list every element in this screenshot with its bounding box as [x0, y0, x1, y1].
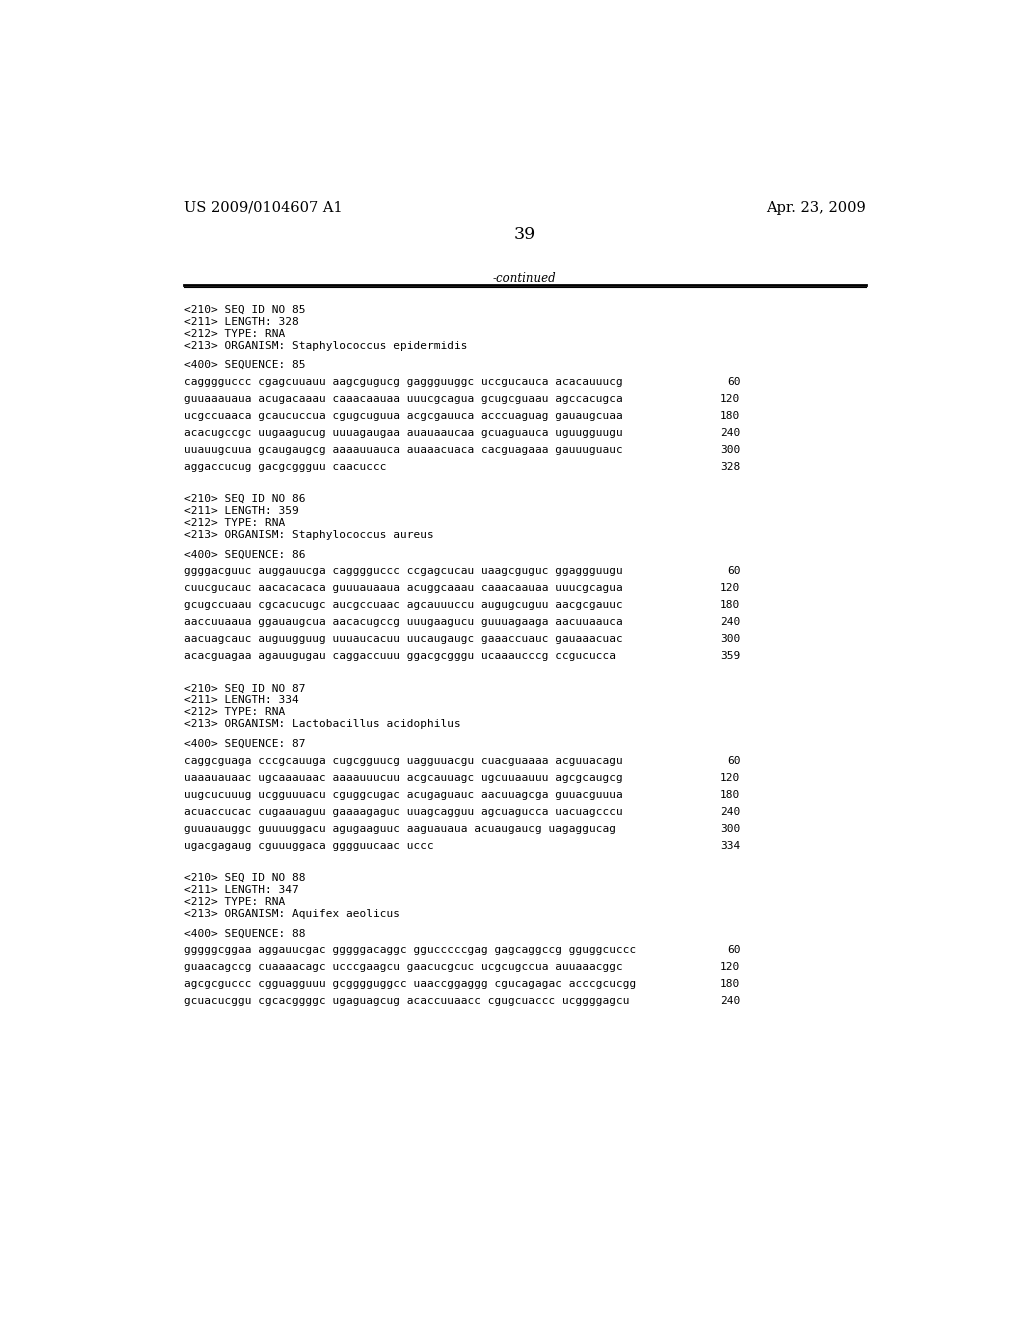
Text: <211> LENGTH: 334: <211> LENGTH: 334 [183, 696, 299, 705]
Text: US 2009/0104607 A1: US 2009/0104607 A1 [183, 201, 342, 215]
Text: <213> ORGANISM: Staphylococcus aureus: <213> ORGANISM: Staphylococcus aureus [183, 529, 433, 540]
Text: 180: 180 [720, 411, 740, 421]
Text: <212> TYPE: RNA: <212> TYPE: RNA [183, 708, 285, 717]
Text: gcugccuaau cgcacucugc aucgccuaac agcauuuccu augugcuguu aacgcgauuc: gcugccuaau cgcacucugc aucgccuaac agcauuu… [183, 601, 623, 610]
Text: 60: 60 [727, 756, 740, 766]
Text: ugacgagaug cguuuggaca gggguucaac uccc: ugacgagaug cguuuggaca gggguucaac uccc [183, 841, 433, 850]
Text: 240: 240 [720, 807, 740, 817]
Text: <211> LENGTH: 359: <211> LENGTH: 359 [183, 506, 299, 516]
Text: 60: 60 [727, 566, 740, 577]
Text: <210> SEQ ID NO 86: <210> SEQ ID NO 86 [183, 494, 305, 504]
Text: aacuagcauc auguugguug uuuaucacuu uucaugaugc gaaaccuauc gauaaacuac: aacuagcauc auguugguug uuuaucacuu uucauga… [183, 635, 623, 644]
Text: ggggacguuc auggauucga cagggguccc ccgagcucau uaagcguguc ggaggguugu: ggggacguuc auggauucga cagggguccc ccgagcu… [183, 566, 623, 577]
Text: <400> SEQUENCE: 85: <400> SEQUENCE: 85 [183, 360, 305, 370]
Text: 300: 300 [720, 635, 740, 644]
Text: agcgcguccc cgguagguuu gcgggguggcc uaaccggaggg cgucagagac acccgcucgg: agcgcguccc cgguagguuu gcgggguggcc uaaccg… [183, 979, 636, 989]
Text: 120: 120 [720, 774, 740, 783]
Text: <211> LENGTH: 347: <211> LENGTH: 347 [183, 884, 299, 895]
Text: <213> ORGANISM: Aquifex aeolicus: <213> ORGANISM: Aquifex aeolicus [183, 908, 399, 919]
Text: <400> SEQUENCE: 86: <400> SEQUENCE: 86 [183, 549, 305, 560]
Text: <212> TYPE: RNA: <212> TYPE: RNA [183, 329, 285, 338]
Text: acuaccucac cugaauaguu gaaaagaguc uuagcagguu agcuagucca uacuagcccu: acuaccucac cugaauaguu gaaaagaguc uuagcag… [183, 807, 623, 817]
Text: guaacagccg cuaaaacagc ucccgaagcu gaacucgcuc ucgcugccua auuaaacggc: guaacagccg cuaaaacagc ucccgaagcu gaacucg… [183, 962, 623, 973]
Text: 334: 334 [720, 841, 740, 850]
Text: <210> SEQ ID NO 85: <210> SEQ ID NO 85 [183, 305, 305, 314]
Text: <210> SEQ ID NO 88: <210> SEQ ID NO 88 [183, 873, 305, 883]
Text: cuucgucauc aacacacaca guuuauaaua acuggcaaau caaacaauaa uuucgcagua: cuucgucauc aacacacaca guuuauaaua acuggca… [183, 583, 623, 594]
Text: uaaauauaac ugcaaauaac aaaauuucuu acgcauuagc ugcuuaauuu agcgcaugcg: uaaauauaac ugcaaauaac aaaauuucuu acgcauu… [183, 774, 623, 783]
Text: cagggguccc cgagcuuauu aagcgugucg gaggguuggc uccgucauca acacauuucg: cagggguccc cgagcuuauu aagcgugucg gaggguu… [183, 378, 623, 387]
Text: 328: 328 [720, 462, 740, 471]
Text: gcuacucggu cgcacggggc ugaguagcug acaccuuaacc cgugcuaccc ucggggagcu: gcuacucggu cgcacggggc ugaguagcug acaccuu… [183, 997, 630, 1006]
Text: aaccuuaaua ggauaugcua aacacugccg uuugaagucu guuuagaaga aacuuaauca: aaccuuaaua ggauaugcua aacacugccg uuugaag… [183, 618, 623, 627]
Text: 39: 39 [514, 226, 536, 243]
Text: <213> ORGANISM: Lactobacillus acidophilus: <213> ORGANISM: Lactobacillus acidophilu… [183, 719, 461, 730]
Text: 120: 120 [720, 583, 740, 594]
Text: 60: 60 [727, 378, 740, 387]
Text: 180: 180 [720, 979, 740, 989]
Text: uuauugcuua gcaugaugcg aaaauuauca auaaacuaca cacguagaaa gauuuguauc: uuauugcuua gcaugaugcg aaaauuauca auaaacu… [183, 445, 623, 455]
Text: 240: 240 [720, 997, 740, 1006]
Text: gggggcggaa aggauucgac gggggacaggc ggucccccgag gagcaggccg gguggcuccc: gggggcggaa aggauucgac gggggacaggc gguccc… [183, 945, 636, 956]
Text: <211> LENGTH: 328: <211> LENGTH: 328 [183, 317, 299, 326]
Text: guuauauggc guuuuggacu agugaaguuc aaguauaua acuaugaucg uagaggucag: guuauauggc guuuuggacu agugaaguuc aaguaua… [183, 824, 615, 834]
Text: 180: 180 [720, 601, 740, 610]
Text: <213> ORGANISM: Staphylococcus epidermidis: <213> ORGANISM: Staphylococcus epidermid… [183, 341, 467, 351]
Text: 180: 180 [720, 789, 740, 800]
Text: 300: 300 [720, 824, 740, 834]
Text: guuaaauaua acugacaaau caaacaauaa uuucgcagua gcugcguaau agccacugca: guuaaauaua acugacaaau caaacaauaa uuucgca… [183, 395, 623, 404]
Text: 120: 120 [720, 962, 740, 973]
Text: <400> SEQUENCE: 87: <400> SEQUENCE: 87 [183, 739, 305, 748]
Text: -continued: -continued [493, 272, 557, 285]
Text: acacugccgc uugaagucug uuuagaugaa auauaaucaa gcuaguauca uguugguugu: acacugccgc uugaagucug uuuagaugaa auauaau… [183, 428, 623, 438]
Text: <400> SEQUENCE: 88: <400> SEQUENCE: 88 [183, 928, 305, 939]
Text: 300: 300 [720, 445, 740, 455]
Text: uugcucuuug ucgguuuacu cguggcugac acugaguauc aacuuagcga guuacguuua: uugcucuuug ucgguuuacu cguggcugac acugagu… [183, 789, 623, 800]
Text: caggcguaga cccgcauuga cugcgguucg uagguuacgu cuacguaaaa acguuacagu: caggcguaga cccgcauuga cugcgguucg uagguua… [183, 756, 623, 766]
Text: aggaccucug gacgcggguu caacuccc: aggaccucug gacgcggguu caacuccc [183, 462, 386, 471]
Text: 60: 60 [727, 945, 740, 956]
Text: 240: 240 [720, 618, 740, 627]
Text: acacguagaa agauugugau caggaccuuu ggacgcgggu ucaaaucccg ccgucucca: acacguagaa agauugugau caggaccuuu ggacgcg… [183, 651, 615, 661]
Text: ucgccuaaca gcaucuccua cgugcuguua acgcgauuca acccuaguag gauaugcuaa: ucgccuaaca gcaucuccua cgugcuguua acgcgau… [183, 411, 623, 421]
Text: 240: 240 [720, 428, 740, 438]
Text: 120: 120 [720, 395, 740, 404]
Text: Apr. 23, 2009: Apr. 23, 2009 [766, 201, 866, 215]
Text: <212> TYPE: RNA: <212> TYPE: RNA [183, 896, 285, 907]
Text: 359: 359 [720, 651, 740, 661]
Text: <212> TYPE: RNA: <212> TYPE: RNA [183, 517, 285, 528]
Text: <210> SEQ ID NO 87: <210> SEQ ID NO 87 [183, 684, 305, 693]
